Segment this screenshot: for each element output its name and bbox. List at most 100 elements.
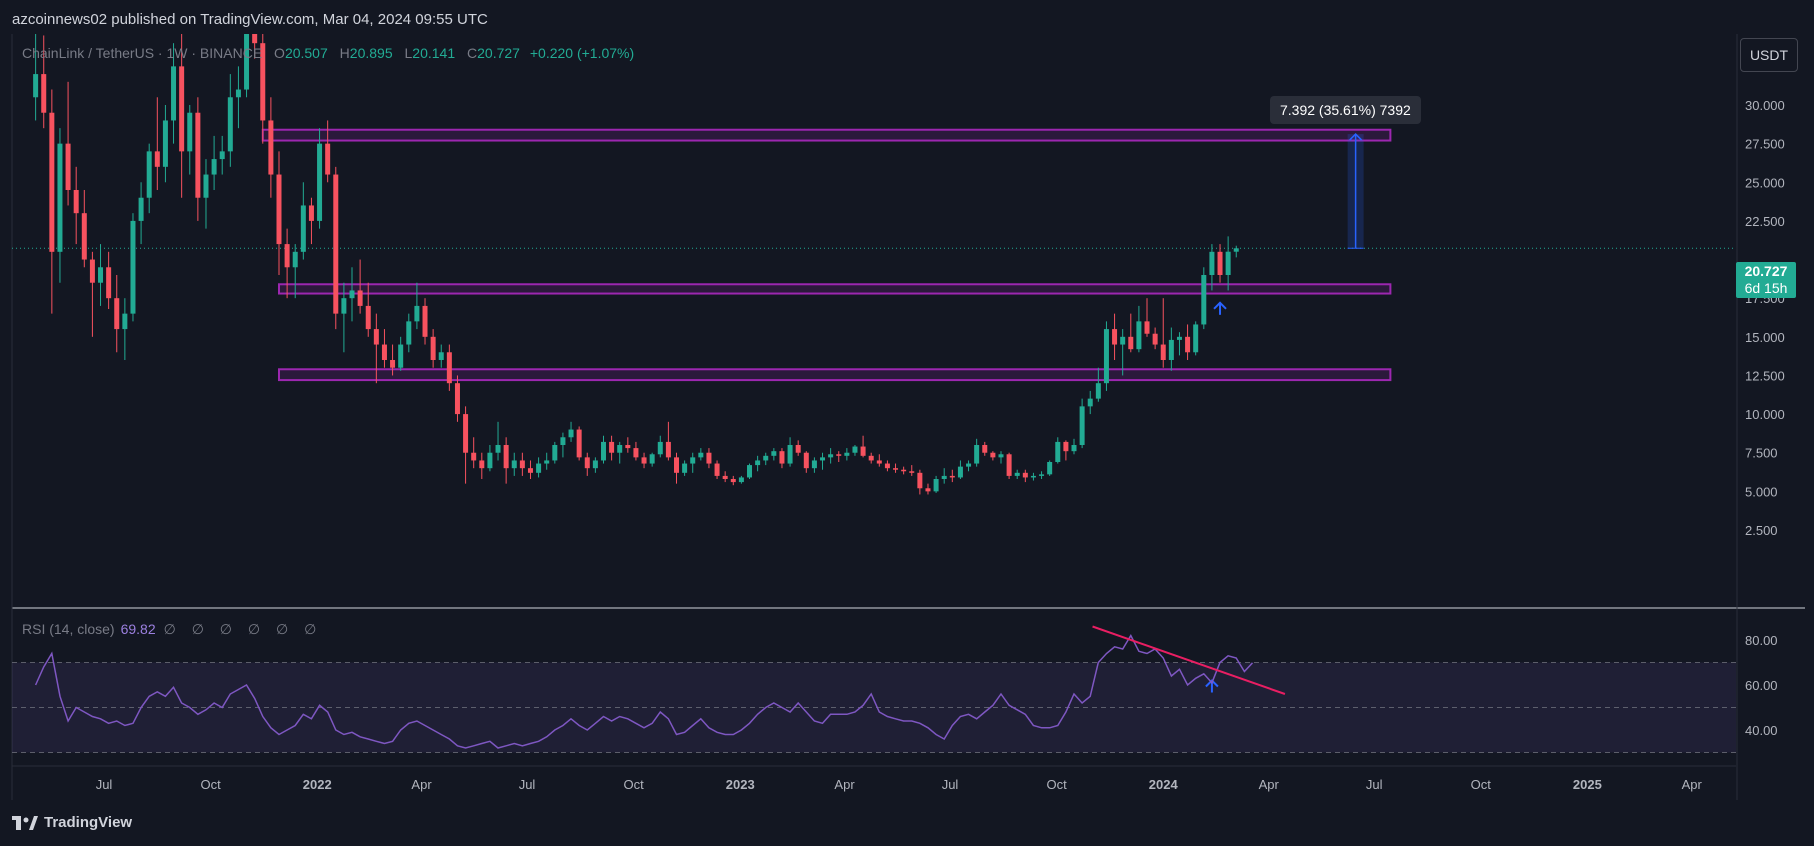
candle-body bbox=[446, 352, 452, 384]
candle-body bbox=[917, 472, 923, 489]
candle-body bbox=[268, 120, 274, 175]
candle-body bbox=[438, 352, 444, 360]
candle-body bbox=[763, 455, 769, 461]
candle-body bbox=[454, 383, 460, 415]
candle-body bbox=[1039, 474, 1045, 476]
candle-body bbox=[114, 298, 120, 330]
price-tick-label: 10.000 bbox=[1745, 407, 1785, 422]
rsi-trendline bbox=[1092, 625, 1286, 695]
candle-body bbox=[536, 463, 542, 473]
candle-body bbox=[317, 143, 323, 221]
candle-body bbox=[576, 429, 582, 458]
candle-body bbox=[519, 460, 525, 469]
candle-body bbox=[1103, 329, 1109, 384]
candle-body bbox=[600, 441, 606, 461]
candle-body bbox=[1168, 339, 1174, 360]
candle-body bbox=[722, 475, 728, 479]
candle-body bbox=[1079, 406, 1085, 445]
rsi-line bbox=[34, 633, 1254, 749]
candle-body bbox=[714, 463, 720, 476]
chart-area[interactable] bbox=[0, 34, 1814, 812]
time-tick-label: 2022 bbox=[303, 777, 332, 792]
candle-body bbox=[187, 112, 193, 152]
symbol-name[interactable]: ChainLink / TetherUS · 1W · BINANCE bbox=[22, 45, 263, 61]
candle-body bbox=[820, 457, 826, 461]
arrow-head bbox=[1213, 301, 1227, 310]
candle-body bbox=[803, 452, 809, 469]
resistance-zone bbox=[277, 283, 1392, 295]
resistance-zone bbox=[261, 128, 1392, 142]
candle-body bbox=[706, 452, 712, 464]
bar-countdown: 6d 15h bbox=[1744, 280, 1788, 296]
candle-body bbox=[235, 89, 241, 98]
tradingview-logo-icon bbox=[12, 815, 38, 830]
candle-body bbox=[138, 197, 144, 221]
candle-body bbox=[511, 460, 517, 469]
high-key: H bbox=[339, 45, 350, 61]
candle-body bbox=[333, 174, 339, 314]
open-value: 20.507 bbox=[284, 45, 328, 61]
candle-body bbox=[57, 143, 63, 252]
candle-body bbox=[966, 463, 972, 467]
candle-body bbox=[1112, 329, 1118, 345]
candle-body bbox=[1160, 344, 1166, 360]
price-tick-label: 2.500 bbox=[1745, 523, 1778, 538]
candle-body bbox=[1128, 336, 1134, 350]
candle-body bbox=[633, 448, 639, 458]
candle-body bbox=[284, 244, 290, 268]
candle-body bbox=[162, 120, 168, 167]
candle-body bbox=[463, 414, 469, 453]
candle-body bbox=[836, 454, 842, 456]
candle-body bbox=[73, 190, 79, 214]
price-tick-label: 30.000 bbox=[1745, 98, 1785, 113]
candle-body bbox=[544, 460, 550, 464]
candle-body bbox=[357, 290, 363, 306]
candle-body bbox=[649, 454, 655, 464]
candle-body bbox=[1030, 475, 1036, 478]
candle-body bbox=[503, 445, 509, 469]
candle-body bbox=[998, 454, 1004, 458]
rsi-band bbox=[12, 662, 1736, 753]
candle-body bbox=[41, 74, 47, 113]
candle-body bbox=[909, 471, 915, 473]
candle-body bbox=[568, 429, 574, 438]
candle-body bbox=[341, 298, 347, 314]
candle-body bbox=[154, 151, 160, 167]
candle-body bbox=[130, 220, 136, 314]
currency-button[interactable]: USDT bbox=[1740, 38, 1798, 72]
candle-body bbox=[487, 452, 493, 469]
candle-body bbox=[884, 463, 890, 469]
candle-body bbox=[373, 329, 379, 345]
time-tick-label: Apr bbox=[834, 777, 855, 792]
candle-body bbox=[974, 445, 980, 464]
candle-body bbox=[893, 468, 899, 470]
candle-body bbox=[260, 43, 266, 121]
time-tick-label: 2023 bbox=[726, 777, 755, 792]
candle-body bbox=[414, 305, 420, 322]
candle-body bbox=[1225, 251, 1231, 275]
time-tick-label: Jul bbox=[96, 777, 113, 792]
rsi-label[interactable]: RSI (14, close) bbox=[22, 621, 115, 637]
candle-body bbox=[787, 445, 793, 464]
candle-body bbox=[1014, 472, 1020, 476]
candle-body bbox=[308, 205, 314, 221]
candle-body bbox=[665, 441, 671, 458]
time-tick-label: Oct bbox=[1471, 777, 1492, 792]
low-value: 20.141 bbox=[412, 45, 456, 61]
candle-body bbox=[941, 475, 947, 479]
candle-body bbox=[244, 34, 250, 90]
candle-body bbox=[252, 34, 258, 44]
arrow-head bbox=[1205, 679, 1219, 688]
candle-body bbox=[1233, 248, 1239, 252]
candle-body bbox=[292, 251, 298, 268]
candle-body bbox=[1144, 321, 1150, 334]
candle-body bbox=[1136, 321, 1142, 350]
candle-body bbox=[925, 488, 931, 492]
candle-body bbox=[690, 457, 696, 464]
candle-body bbox=[195, 112, 201, 198]
candle-body bbox=[957, 466, 963, 478]
tradingview-brand[interactable]: TradingView bbox=[12, 814, 132, 831]
candle-body bbox=[203, 174, 209, 198]
candle-body bbox=[422, 305, 428, 337]
